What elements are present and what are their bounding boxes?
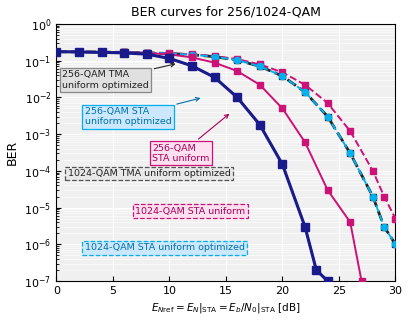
Text: 1024-QAM STA uniform optimized: 1024-QAM STA uniform optimized (84, 243, 244, 252)
Title: BER curves for 256/1024-QAM: BER curves for 256/1024-QAM (131, 5, 321, 19)
X-axis label: $E_{N\mathrm{ref}} = E_N|_\mathrm{STA} = E_b/N_0|_\mathrm{STA}$ [dB]: $E_{N\mathrm{ref}} = E_N|_\mathrm{STA} =… (151, 301, 301, 316)
Text: 1024-QAM TMA uniform optimized: 1024-QAM TMA uniform optimized (68, 169, 231, 178)
Y-axis label: BER: BER (6, 140, 18, 165)
Text: 1024-QAM STA uniform: 1024-QAM STA uniform (135, 207, 246, 216)
Text: 256-QAM TMA
uniform optimized: 256-QAM TMA uniform optimized (62, 63, 175, 90)
Text: 256-QAM
STA uniform: 256-QAM STA uniform (153, 115, 228, 163)
Text: 256-QAM STA
uniform optimized: 256-QAM STA uniform optimized (84, 98, 200, 126)
